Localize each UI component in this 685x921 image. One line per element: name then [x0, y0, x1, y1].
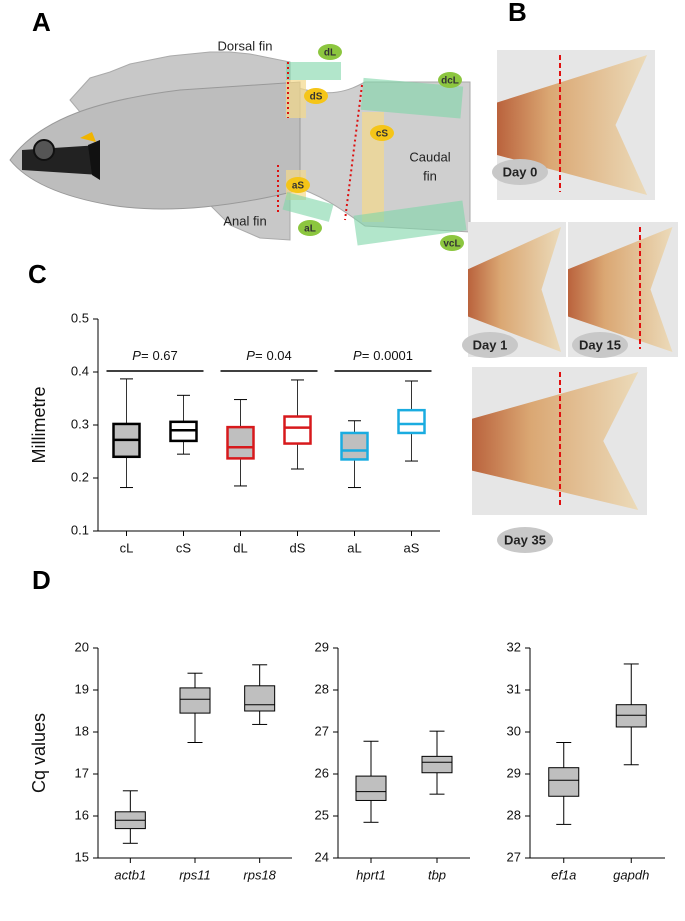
day-label: Day 1 [473, 337, 508, 352]
y-tick-label: 32 [507, 639, 521, 654]
x-tick-label: actb1 [114, 867, 146, 882]
tag-label: cS [376, 129, 389, 140]
box [244, 685, 276, 712]
y-tick-label: 17 [75, 765, 89, 780]
x-tick-label: aS [404, 540, 420, 555]
day-label: Day 15 [579, 337, 621, 352]
day-label: Day 35 [504, 532, 546, 547]
fin-image [568, 227, 673, 352]
y-axis-label: Cq values [29, 713, 49, 793]
tag-badge [304, 88, 328, 104]
box [226, 425, 255, 460]
tag-badge [286, 177, 310, 193]
x-tick-label: tbp [428, 867, 446, 882]
tag-badge [298, 220, 322, 236]
box [340, 431, 369, 461]
box [283, 415, 312, 445]
y-axis-label: Millimetre [29, 386, 49, 463]
tag-label: aS [292, 181, 305, 192]
y-tick-label: 29 [507, 765, 521, 780]
panel-label: C [28, 259, 47, 289]
day-badge [497, 527, 553, 553]
fin-image [468, 227, 562, 352]
tag-badge [438, 72, 462, 88]
y-tick-label: 18 [75, 723, 89, 738]
y-tick-label: 0.2 [71, 469, 89, 484]
y-tick-label: 15 [75, 849, 89, 864]
y-tick-label: 31 [507, 681, 521, 696]
p-prefix: P= [132, 348, 149, 363]
panel-label: B [508, 0, 527, 27]
day-badge [492, 159, 548, 185]
y-tick-label: 0.4 [71, 363, 89, 378]
y-tick-label: 28 [507, 807, 521, 822]
tag-label: dS [310, 92, 323, 103]
tag-badge [318, 44, 342, 60]
y-tick-label: 26 [315, 765, 329, 780]
y-tick-label: 0.1 [71, 522, 89, 537]
tag-label: dL [324, 48, 336, 59]
panel-label: A [32, 7, 51, 37]
y-tick-label: 30 [507, 723, 521, 738]
fin-label: fin [423, 168, 437, 183]
box [355, 775, 387, 801]
p-number: 0.04 [266, 348, 291, 363]
fin-image [472, 372, 639, 510]
tag-badge [440, 235, 464, 251]
y-tick-label: 29 [315, 639, 329, 654]
y-tick-label: 0.3 [71, 416, 89, 431]
x-tick-label: cS [176, 540, 192, 555]
box [179, 687, 211, 714]
y-tick-label: 19 [75, 681, 89, 696]
x-tick-label: ef1a [551, 867, 576, 882]
box [615, 704, 647, 728]
tag-label: vcL [443, 239, 460, 250]
fin-image [497, 55, 648, 195]
p-prefix: P= [353, 348, 370, 363]
p-number: 0.67 [152, 348, 177, 363]
day-label: Day 0 [503, 164, 538, 179]
box [397, 408, 426, 435]
day-badge [572, 332, 628, 358]
y-tick-label: 24 [315, 849, 329, 864]
p-number: 0.0001 [373, 348, 413, 363]
p-prefix: P= [246, 348, 263, 363]
p-value: P= 0.04 [246, 348, 292, 363]
y-tick-label: 20 [75, 639, 89, 654]
box [421, 755, 453, 774]
x-tick-label: rps18 [243, 867, 276, 882]
fin-photos: Day 0 Day 1 Day 15 Day 35 [462, 50, 678, 553]
panel-label: D [32, 565, 51, 595]
fin-label: Dorsal fin [218, 38, 273, 53]
y-tick-label: 16 [75, 807, 89, 822]
tag-label: dcL [441, 76, 459, 87]
x-tick-label: aL [347, 540, 361, 555]
fish-illustration [9, 51, 471, 246]
fin-label: Caudal [409, 149, 450, 164]
x-tick-label: dS [290, 540, 306, 555]
box [548, 767, 580, 797]
day-badge [462, 332, 518, 358]
fin-label: Anal fin [223, 213, 266, 228]
y-tick-label: 0.5 [71, 310, 89, 325]
y-tick-label: 25 [315, 807, 329, 822]
y-tick-label: 27 [507, 849, 521, 864]
x-tick-label: cL [120, 540, 134, 555]
tag-badge [370, 125, 394, 141]
y-tick-label: 27 [315, 723, 329, 738]
x-tick-label: rps11 [179, 867, 211, 882]
tag-label: aL [304, 224, 316, 235]
p-value: P= 0.67 [132, 348, 178, 363]
x-tick-label: gapdh [613, 867, 649, 882]
measure-tags: dL dS dcL cS aS aL vcL [286, 44, 464, 251]
x-tick-label: dL [233, 540, 247, 555]
x-tick-label: hprt1 [356, 867, 386, 882]
y-tick-label: 28 [315, 681, 329, 696]
p-value: P= 0.0001 [353, 348, 413, 363]
